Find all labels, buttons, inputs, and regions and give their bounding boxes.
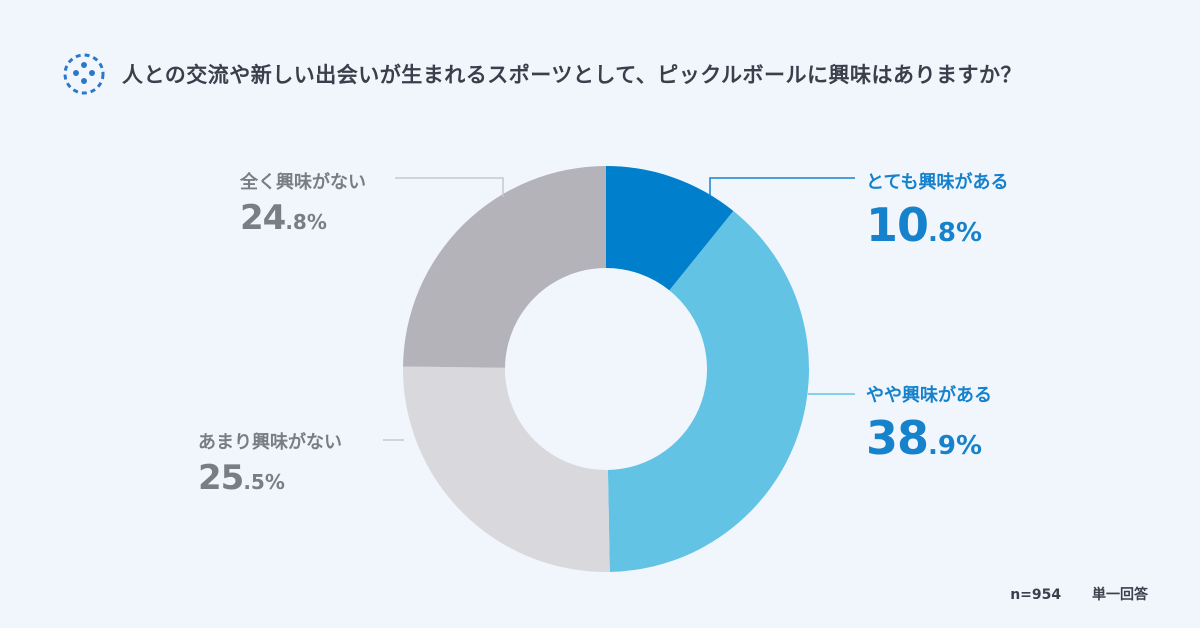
label-not-very-interested: あまり興味がない 25.5%	[198, 428, 342, 498]
label-not-interested-at-all: 全く興味がない 24.8%	[240, 168, 366, 238]
pickleball-icon	[63, 53, 105, 95]
chart-title: 人との交流や新しい出会いが生まれるスポーツとして、ピックルボールに興味はあります…	[122, 63, 1023, 87]
title-row: 人との交流や新しい出会いが生まれるスポーツとして、ピックルボールに興味はあります…	[62, 52, 1022, 96]
percent-integer: 25	[198, 458, 244, 498]
percent-decimal: .8%	[928, 218, 983, 248]
label-name: やや興味がある	[866, 385, 992, 406]
slice-somewhat-interested	[607, 210, 809, 572]
leader-line-very-interested	[709, 177, 855, 197]
label-name: 全く興味がない	[240, 172, 366, 193]
leader-line-not-interested-at-all	[395, 177, 504, 197]
label-somewhat-interested: やや興味がある 38.9%	[866, 381, 992, 465]
footer: n=954 単一回答	[1010, 584, 1148, 604]
percent-integer: 38	[866, 411, 929, 465]
label-percent: 38.9%	[866, 411, 992, 465]
percent-integer: 24	[240, 198, 286, 238]
label-percent: 25.5%	[198, 458, 342, 498]
label-name: とても興味がある	[866, 172, 1009, 193]
label-percent: 10.8%	[866, 198, 1009, 252]
slice-not-very-interested	[402, 366, 610, 572]
label-name: あまり興味がない	[198, 432, 342, 453]
slice-not-interested-at-all	[403, 166, 606, 368]
sample-size: n=954	[1010, 587, 1062, 603]
percent-decimal: .9%	[928, 431, 983, 461]
label-percent: 24.8%	[240, 198, 366, 238]
percent-decimal: .8%	[285, 210, 327, 234]
answer-type: 単一回答	[1092, 587, 1148, 603]
slice-very-interested	[606, 166, 734, 291]
label-very-interested: とても興味がある 10.8%	[866, 168, 1009, 252]
percent-decimal: .5%	[243, 470, 285, 494]
percent-integer: 10	[866, 198, 929, 252]
